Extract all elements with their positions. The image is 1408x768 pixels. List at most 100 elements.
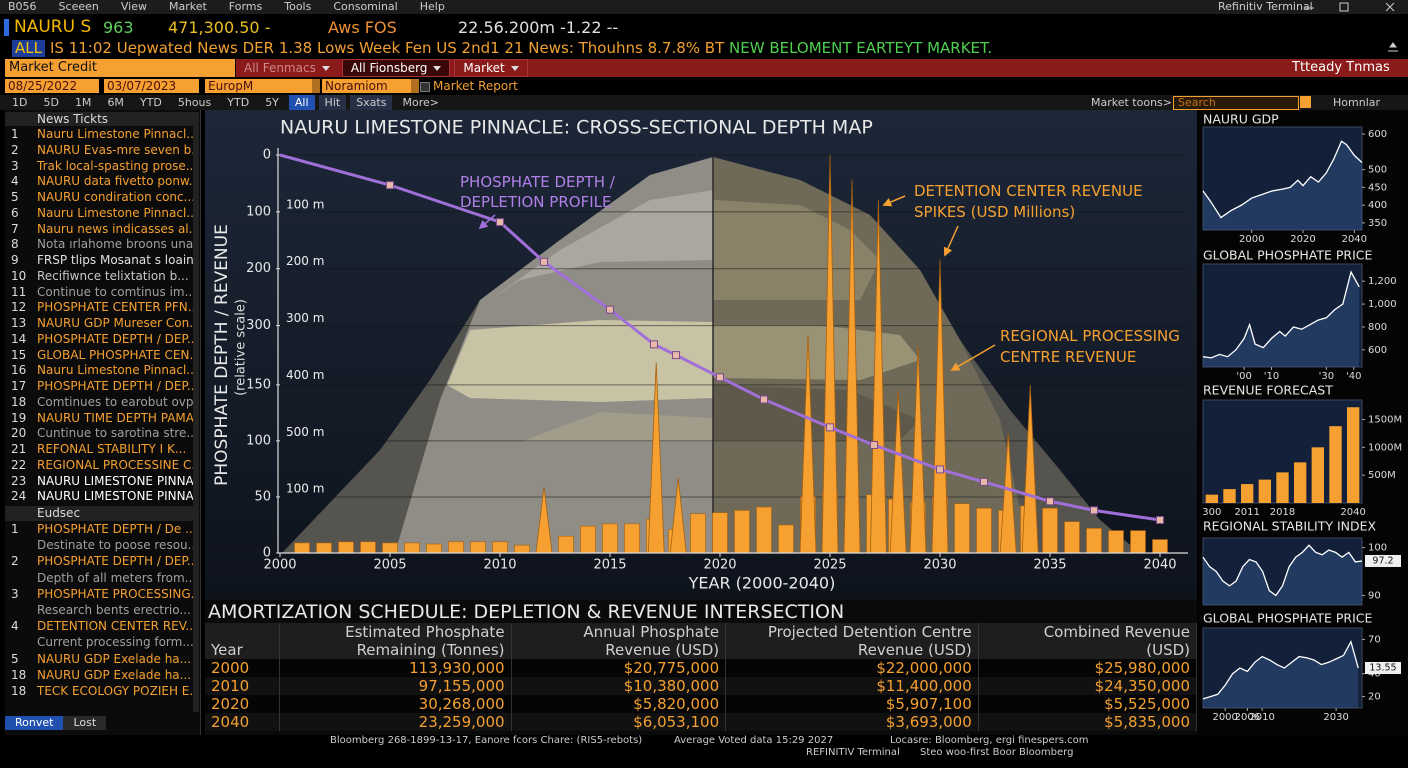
news-item[interactable]: 3 PHOSPHATE PROCESSING... bbox=[5, 587, 193, 602]
news-item[interactable]: 6 Nauru Limestone Pinnacl... bbox=[5, 206, 193, 221]
range-button[interactable]: More> bbox=[402, 96, 439, 109]
news-number: 12 bbox=[11, 300, 27, 315]
function-menu[interactable]: All Fionsberg bbox=[341, 59, 451, 77]
sector-select[interactable]: Noramiom bbox=[322, 79, 411, 93]
eject-icon[interactable] bbox=[1388, 42, 1398, 52]
menu-item[interactable]: B056 bbox=[8, 0, 37, 13]
news-item[interactable]: Current processing form... bbox=[5, 635, 193, 650]
report-checkbox[interactable] bbox=[420, 82, 430, 92]
news-item[interactable]: 12 PHOSPHATE CENTER PFN... bbox=[5, 300, 193, 315]
menu-item[interactable]: Consominal bbox=[333, 0, 398, 13]
news-item[interactable]: 1 Nauru Limestone Pinnacl... bbox=[5, 127, 193, 142]
news-item[interactable]: 5 NAURU GDP Exelade ha... bbox=[5, 652, 193, 667]
region-dropdown[interactable] bbox=[312, 79, 320, 93]
menu-item[interactable]: Tools bbox=[284, 0, 312, 13]
range-button[interactable]: Hit bbox=[318, 95, 347, 110]
news-item[interactable]: 7 Nauru news indicasses al... bbox=[5, 222, 193, 237]
region-select[interactable]: EuropM bbox=[205, 79, 312, 93]
news-item[interactable]: 5 NAURU condiration conc... bbox=[5, 190, 193, 205]
function-menu[interactable]: All Fenmacs bbox=[236, 60, 338, 76]
news-item[interactable]: 21 REFONAL STABILITY I K... bbox=[5, 442, 193, 457]
function-menu[interactable]: Market bbox=[454, 59, 528, 77]
ticker-icon[interactable] bbox=[1386, 40, 1400, 54]
header-cell: Projected Detention Centre Revenue (USD) bbox=[725, 623, 979, 659]
news-item[interactable]: 1 PHOSPHATE DEPTH / De ... bbox=[5, 522, 193, 537]
menu-item[interactable]: Sceeen bbox=[58, 0, 99, 13]
news-item[interactable]: 8 Nota ırlahome broons unam... bbox=[5, 237, 193, 252]
news-item[interactable]: 20 Cuntinue to sarotina stre... bbox=[5, 426, 193, 441]
maximize[interactable] bbox=[1339, 2, 1349, 12]
report-label[interactable]: Market Report bbox=[433, 79, 518, 93]
sector-dropdown[interactable] bbox=[411, 79, 419, 93]
range-button[interactable]: YTD bbox=[139, 96, 162, 109]
news-item[interactable]: 4 NAURU data fivetto ponw... bbox=[5, 174, 193, 189]
table-row: 2000 113,930,000 $20,775,000 $22,000,000 $25… bbox=[205, 659, 1198, 677]
last-price: 963 bbox=[103, 18, 134, 37]
news-text: GLOBAL PHOSPHATE CEN... bbox=[37, 347, 193, 362]
news-item[interactable]: 18 Comtinues to earobut ovp... bbox=[5, 395, 193, 410]
news-item[interactable]: 16 Nauru Limestone Pinnacl... bbox=[5, 363, 193, 378]
range-button[interactable]: 6M bbox=[107, 96, 124, 109]
range-button[interactable]: Sxats bbox=[350, 95, 393, 110]
range-button[interactable]: 1D bbox=[12, 96, 28, 109]
news-number: 3 bbox=[11, 586, 19, 601]
news-item[interactable]: 2 NAURU Evas-mre seven b... bbox=[5, 143, 193, 158]
header-cell: Estimated Phosphate Remaining (Tonnes) bbox=[279, 623, 512, 659]
header-text: Estimated Phosphate bbox=[345, 623, 505, 641]
range-button[interactable]: All bbox=[288, 95, 315, 110]
news-item[interactable]: Depth of all meters from... bbox=[5, 571, 193, 586]
news-text: Destinate to poose resou... bbox=[37, 538, 193, 553]
range-button[interactable]: 5hous bbox=[177, 96, 212, 109]
search-button[interactable] bbox=[1300, 96, 1311, 108]
news-tab[interactable]: Lost bbox=[63, 716, 107, 730]
news-item[interactable]: Destinate to poose resou... bbox=[5, 538, 193, 553]
market-tools[interactable]: Market toons> bbox=[1091, 96, 1173, 109]
menu-label: All Fionsberg bbox=[350, 61, 428, 75]
news-item[interactable]: 23 NAURU LIMESTONE PINNA... bbox=[5, 474, 193, 489]
table-cell: $5,525,000 bbox=[978, 695, 1198, 713]
menu-item[interactable]: Forms bbox=[228, 0, 263, 13]
news-header: News Tickts bbox=[5, 112, 193, 126]
news-item[interactable]: 22 REGIONAL PROCESSINE C... bbox=[5, 458, 193, 473]
search-box[interactable]: Search bbox=[1173, 96, 1299, 110]
news-number: 23 bbox=[11, 473, 27, 488]
news-item[interactable]: 3 Trak local-spasting prose... bbox=[5, 159, 193, 174]
menu-item[interactable]: Help bbox=[419, 0, 445, 13]
news-item[interactable]: 14 PHOSPHATE DEPTH / DEP... bbox=[5, 332, 193, 347]
active-function[interactable]: Market Credit bbox=[5, 59, 235, 77]
news-item[interactable]: 9 FRSP tlips Mosanat s loain... bbox=[5, 253, 193, 268]
news-item[interactable]: 18 NAURU GDP Exelade ha... bbox=[5, 668, 193, 683]
footer-update: Average Voted data 15:29 2027 bbox=[674, 735, 834, 746]
news-number: 10 bbox=[11, 268, 27, 283]
news-tab[interactable]: Ronvet bbox=[5, 716, 64, 730]
ticker-tag[interactable]: ALL bbox=[12, 40, 45, 57]
range-buttons: 1D 5D 1M 6M YTD 5hous YTD 5Y All Hit Sxats More> bbox=[6, 95, 449, 110]
news-item[interactable]: 24 NAURU LIMESTONE PINNA... bbox=[5, 489, 193, 504]
start-date[interactable]: 08/25/2022 bbox=[5, 79, 99, 93]
menu-bar bbox=[0, 0, 1408, 14]
range-button[interactable]: 1M bbox=[74, 96, 92, 109]
menu-item[interactable]: Market bbox=[168, 0, 207, 13]
function-bar bbox=[236, 59, 1408, 77]
menu-items: B056 Sceeen View Market Forms Tools Consominal… bbox=[8, 0, 467, 14]
range-button[interactable]: 5Y bbox=[265, 96, 279, 109]
range-button[interactable]: 5D bbox=[43, 96, 59, 109]
news-item[interactable]: 4 DETENTION CENTER REV... bbox=[5, 619, 193, 634]
news-item[interactable]: 13 NAURU GDP Mureser Con... bbox=[5, 316, 193, 331]
news-item[interactable]: 18 TECK ECOLOGY POZIEH E... bbox=[5, 684, 193, 699]
end-date[interactable]: 03/07/2023 bbox=[104, 79, 199, 93]
news-item[interactable]: 10 Recifiwnce telixtation b... bbox=[5, 269, 193, 284]
news-item[interactable]: 2 PHOSPHATE DEPTH / DEP... bbox=[5, 554, 193, 569]
news-item[interactable]: 15 GLOBAL PHOSPHATE CEN... bbox=[5, 348, 193, 363]
header-text: (USD) bbox=[1146, 641, 1190, 659]
news-item[interactable]: 19 NAURU TIME DEPTH PAMA... bbox=[5, 411, 193, 426]
user[interactable]: Homnlar bbox=[1333, 96, 1381, 109]
news-item[interactable]: 11 Continue to comtinus im... bbox=[5, 285, 193, 300]
menu-item[interactable]: View bbox=[120, 0, 147, 13]
window-controls[interactable] bbox=[1300, 0, 1404, 14]
news-item[interactable]: 17 PHOSPHATE DEPTH / DEP... bbox=[5, 379, 193, 394]
y-axis-subtitle: (relative scale) bbox=[233, 299, 249, 396]
range-button[interactable]: YTD bbox=[227, 96, 250, 109]
close[interactable] bbox=[1385, 2, 1395, 12]
news-item[interactable]: Research bents erectrio... bbox=[5, 603, 193, 618]
